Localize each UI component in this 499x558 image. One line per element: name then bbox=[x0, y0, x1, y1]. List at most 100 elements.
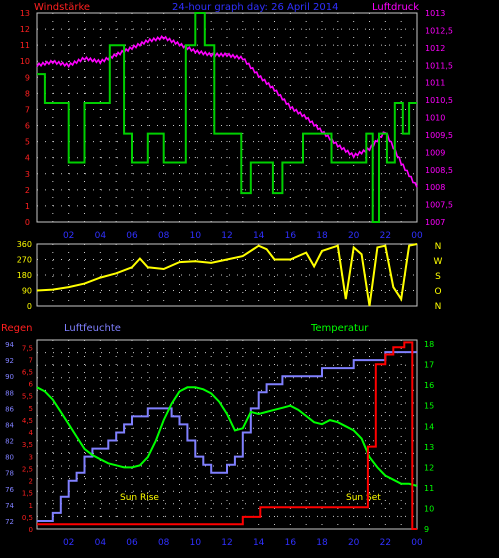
wind-tick-label: 12 bbox=[20, 25, 30, 34]
wind-line bbox=[37, 12, 417, 223]
rain-tick-label: 6 bbox=[29, 381, 34, 389]
humidity-tick-label: 90 bbox=[5, 373, 14, 381]
x-tick-label: 12 bbox=[221, 231, 232, 241]
rain-axis-title: Regen bbox=[1, 323, 33, 334]
x-tick-label: 12 bbox=[221, 538, 232, 548]
humidity-tick-label: 80 bbox=[5, 454, 14, 462]
temperature-tick-label: 16 bbox=[424, 381, 434, 390]
wind-tick-label: 7 bbox=[25, 105, 30, 114]
rain-tick-label: 5 bbox=[29, 405, 33, 413]
rain-line bbox=[37, 341, 417, 530]
compass-label: N bbox=[435, 242, 442, 252]
x-tick-label: 06 bbox=[126, 231, 138, 241]
rain-tick-label: 6,5 bbox=[22, 369, 33, 377]
chart-marks: 01234567891011121310071007,510081008,510… bbox=[5, 9, 453, 548]
compass-label: S bbox=[435, 272, 441, 282]
x-tick-label: 18 bbox=[316, 231, 328, 241]
sunset-label: Sun Set bbox=[346, 493, 381, 503]
humidity-tick-label: 84 bbox=[5, 421, 14, 429]
pressure-tick-label: 1013 bbox=[425, 9, 445, 18]
rain-tick-label: 4,5 bbox=[22, 417, 33, 425]
temperature-tick-label: 17 bbox=[424, 361, 434, 370]
rain-tick-label: 2,5 bbox=[22, 465, 33, 473]
humidity-line bbox=[37, 351, 417, 522]
x-tick-label: 22 bbox=[380, 538, 391, 548]
temperature-tick-label: 15 bbox=[424, 402, 434, 411]
pressure-tick-label: 1011 bbox=[425, 79, 445, 88]
direction-tick-label: 90 bbox=[22, 287, 32, 296]
rain-tick-label: 7,5 bbox=[22, 344, 33, 352]
humidity-tick-label: 94 bbox=[5, 341, 14, 349]
pressure-tick-label: 1012 bbox=[425, 44, 445, 53]
x-tick-label: 18 bbox=[316, 538, 328, 548]
rain-tick-label: 4 bbox=[29, 429, 34, 437]
x-tick-label: 16 bbox=[285, 231, 297, 241]
temperature-tick-label: 18 bbox=[424, 340, 434, 349]
rain-tick-label: 5,5 bbox=[22, 393, 33, 401]
x-tick-label: 00 bbox=[411, 231, 423, 241]
wind-tick-label: 0 bbox=[25, 218, 30, 227]
pressure-tick-label: 1007,5 bbox=[425, 201, 453, 210]
temperature-tick-label: 10 bbox=[424, 504, 434, 513]
compass-label: W bbox=[434, 257, 443, 267]
compass-label: O bbox=[434, 287, 441, 297]
x-tick-label: 14 bbox=[253, 231, 265, 241]
rain-tick-label: 1 bbox=[29, 502, 33, 510]
temperature-tick-label: 13 bbox=[424, 443, 434, 452]
x-tick-label: 10 bbox=[190, 231, 202, 241]
temperature-tick-label: 9 bbox=[424, 525, 429, 534]
rain-tick-label: 7 bbox=[29, 356, 33, 364]
pressure-tick-label: 1009 bbox=[425, 148, 445, 157]
rain-tick-label: 0 bbox=[29, 526, 33, 534]
pressure-tick-label: 1008,5 bbox=[425, 166, 453, 175]
chart-title: 24-hour graph day: 26 April 2014 bbox=[172, 2, 338, 13]
rain-tick-label: 2 bbox=[29, 478, 33, 486]
humidity-tick-label: 72 bbox=[5, 518, 14, 526]
wind-tick-label: 13 bbox=[20, 9, 30, 18]
x-tick-label: 14 bbox=[253, 538, 265, 548]
x-tick-label: 06 bbox=[126, 538, 138, 548]
pressure-tick-label: 1009,5 bbox=[425, 131, 453, 140]
temperature-axis-title: Temperatur bbox=[310, 323, 369, 334]
wind-tick-label: 8 bbox=[25, 89, 30, 98]
humidity-tick-label: 76 bbox=[5, 486, 14, 494]
pressure-tick-label: 1010,5 bbox=[425, 96, 453, 105]
pressure-axis-title: Luftdruck bbox=[372, 2, 419, 13]
humidity-tick-label: 88 bbox=[5, 389, 14, 397]
wind-tick-label: 1 bbox=[25, 202, 30, 211]
wind-tick-label: 11 bbox=[20, 41, 30, 50]
x-tick-label: 08 bbox=[158, 231, 170, 241]
direction-tick-label: 360 bbox=[17, 240, 32, 249]
x-tick-label: 02 bbox=[63, 231, 74, 241]
temperature-tick-label: 11 bbox=[424, 484, 434, 493]
wind-tick-label: 10 bbox=[20, 57, 30, 66]
compass-label: N bbox=[435, 302, 442, 312]
x-tick-label: 08 bbox=[158, 538, 170, 548]
wind-tick-label: 3 bbox=[25, 170, 30, 179]
pressure-tick-label: 1007 bbox=[425, 218, 445, 227]
humidity-tick-label: 92 bbox=[5, 357, 14, 365]
x-tick-label: 20 bbox=[348, 231, 360, 241]
temperature-line bbox=[36, 386, 418, 487]
wind-tick-label: 2 bbox=[25, 186, 30, 195]
rain-tick-label: 1,5 bbox=[22, 490, 33, 498]
direction-tick-label: 0 bbox=[27, 302, 32, 311]
direction-tick-label: 270 bbox=[17, 256, 32, 265]
wind-axis-title: Windstärke bbox=[34, 2, 90, 13]
sunrise-label: Sun Rise bbox=[120, 493, 159, 503]
temperature-tick-label: 14 bbox=[424, 422, 434, 431]
x-tick-label: 10 bbox=[190, 538, 202, 548]
pressure-tick-label: 1011,5 bbox=[425, 61, 453, 70]
x-tick-label: 16 bbox=[285, 538, 297, 548]
x-tick-label: 04 bbox=[95, 538, 107, 548]
wind-direction-line bbox=[36, 243, 418, 307]
temperature-tick-label: 12 bbox=[424, 463, 434, 472]
humidity-tick-label: 82 bbox=[5, 438, 14, 446]
x-tick-label: 04 bbox=[95, 231, 107, 241]
x-tick-label: 02 bbox=[63, 538, 74, 548]
x-tick-label: 20 bbox=[348, 538, 360, 548]
direction-tick-label: 180 bbox=[17, 271, 32, 280]
humidity-tick-label: 86 bbox=[5, 405, 14, 413]
